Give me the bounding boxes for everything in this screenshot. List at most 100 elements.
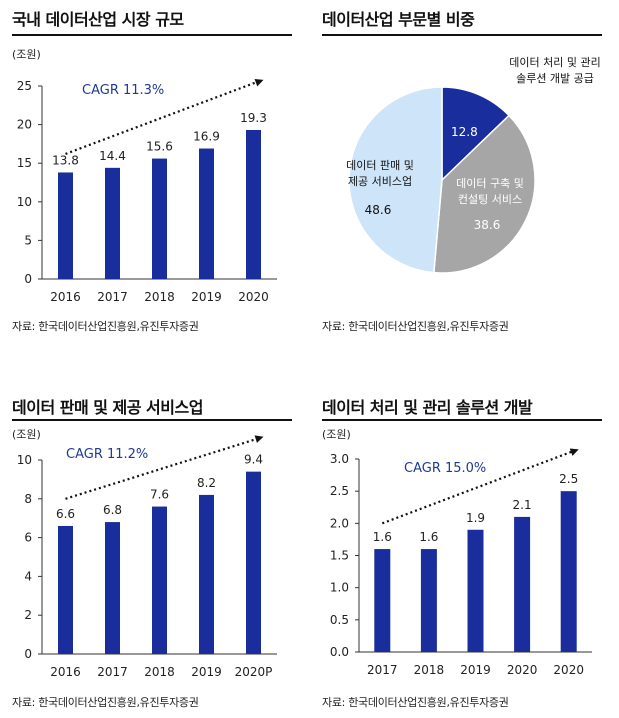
axis-unit-label: (조원) — [12, 428, 41, 441]
axis-unit-label: (조원) — [12, 48, 41, 61]
y-tick-label: 25 — [17, 79, 32, 93]
y-tick-label: 10 — [17, 195, 32, 209]
data-label: 7.6 — [150, 488, 169, 502]
x-tick-label: 2018 — [414, 663, 445, 677]
data-label: 14.4 — [99, 149, 126, 163]
bar-2020P — [246, 471, 261, 654]
x-tick-label: 2020P — [235, 665, 273, 679]
pie-slice-2 — [348, 86, 443, 274]
chart-title: 국내 데이터산업 시장 규모 — [12, 10, 184, 29]
data-label: 2.5 — [559, 472, 578, 486]
x-tick-label: 2016 — [50, 290, 81, 304]
panel-solution-dev: 데이터 처리 및 관리 솔루션 개발 (조원) 0.0 0.5 1.0 1.5 2.0 2.… — [322, 394, 612, 714]
data-label: 6.8 — [103, 503, 122, 517]
chart-title: 데이터산업 부문별 비중 — [322, 10, 475, 29]
pie-category-label: 제공 서비스업 — [348, 175, 412, 188]
title-rule — [322, 34, 602, 36]
x-tick-label: 2020 — [507, 663, 538, 677]
y-tick-label: 3.0 — [330, 452, 349, 466]
pie-value-label: 12.8 — [451, 125, 478, 139]
cagr-arrow-head — [569, 448, 579, 456]
x-tick-label: 2017 — [97, 665, 128, 679]
bar-2017 — [105, 167, 120, 279]
title-rule — [12, 34, 292, 36]
cagr-trend-line — [381, 450, 574, 525]
cagr-annotation: CAGR 11.3% — [82, 83, 164, 98]
y-tick-label: 20 — [17, 118, 32, 132]
pie-slice-1 — [433, 114, 536, 274]
data-label: 1.6 — [419, 530, 438, 544]
x-tick-label: 2017 — [97, 290, 128, 304]
x-tick-label: 2019 — [191, 290, 222, 304]
source-note: 자료: 한국데이터산업진흥원,유진투자증권 — [12, 320, 199, 333]
bar-chart-market-size: (조원) 0 5 10 15 20 25 13.8 2016 14.4 2017 15.6 2018 16… — [12, 48, 277, 304]
x-tick-label: 2019 — [191, 665, 222, 679]
pie-category-label: 데이터 처리 및 관리 — [509, 56, 600, 69]
y-tick-label: 10 — [17, 453, 32, 467]
bar-chart-solution-dev: (조원) 0.0 0.5 1.0 1.5 2.0 2.5 3.0 1.6 2017 1.6 2018 1… — [322, 428, 592, 677]
bar-2020 — [514, 516, 531, 652]
y-tick-label: 1.0 — [330, 581, 349, 595]
data-label: 8.2 — [197, 476, 216, 490]
y-tick-label: 4 — [24, 569, 32, 583]
pie-value-label: 48.6 — [365, 203, 392, 217]
cagr-trend-line — [65, 80, 258, 155]
data-label: 1.9 — [466, 511, 485, 525]
cagr-annotation: CAGR 15.0% — [404, 461, 486, 476]
y-tick-label: 2.5 — [330, 484, 349, 498]
x-tick-label: 2017 — [367, 663, 398, 677]
y-tick-label: 0 — [24, 647, 32, 661]
y-tick-label: 1.5 — [330, 549, 349, 563]
data-label: 13.8 — [52, 153, 79, 167]
x-tick-label: 2020 — [553, 663, 584, 677]
bar-2018 — [152, 506, 167, 654]
y-tick-label: 2 — [24, 608, 32, 622]
y-tick-label: 15 — [17, 156, 32, 170]
data-label: 6.6 — [56, 507, 75, 521]
y-tick-label: 0.5 — [330, 613, 349, 627]
x-tick-label: 2018 — [144, 290, 175, 304]
x-tick-label: 2018 — [144, 665, 175, 679]
x-tick-label: 2016 — [50, 665, 81, 679]
pie-category-label: 컨설팅 서비스 — [458, 193, 522, 206]
x-tick-label: 2020 — [238, 290, 269, 304]
data-label: 9.4 — [244, 453, 263, 467]
bar-2017 — [105, 522, 120, 654]
pie-category-label: 솔루션 개발 공급 — [516, 72, 594, 85]
y-tick-label: 8 — [24, 492, 32, 506]
y-tick-label: 0 — [24, 272, 32, 286]
x-tick-label: 2019 — [460, 663, 491, 677]
bar-2019 — [199, 494, 214, 654]
bar-2018 — [152, 158, 167, 279]
axis-unit-label: (조원) — [322, 428, 351, 441]
cagr-trend-line — [65, 437, 258, 500]
cagr-arrow-head — [254, 435, 264, 443]
bar-2016 — [58, 172, 73, 279]
data-label: 15.6 — [146, 140, 173, 154]
bar-2018 — [420, 549, 437, 652]
title-rule — [322, 419, 602, 421]
data-label: 19.3 — [240, 111, 267, 125]
panel-market-size: 국내 데이터산업 시장 규모 (조원) 0 5 10 15 20 25 13.8 2016 14.… — [12, 6, 297, 336]
bar-2019 — [467, 529, 484, 652]
bar-2020 — [246, 130, 261, 279]
pie-slice-0 — [441, 86, 511, 182]
pie-category-label: 데이터 구축 및 — [456, 177, 524, 190]
cagr-annotation: CAGR 11.2% — [66, 447, 148, 462]
bar-chart-data-sales: (조원) 0 2 4 6 8 10 6.6 2016 6.8 2017 7.6 2018 8.2 2019 9… — [12, 428, 277, 679]
data-label: 1.6 — [373, 530, 392, 544]
cagr-arrow-head — [254, 78, 264, 87]
panel-data-sales: 데이터 판매 및 제공 서비스업 (조원) 0 2 4 6 8 10 6.6 2016 6.8 20… — [12, 394, 297, 714]
data-label: 16.9 — [193, 130, 220, 144]
chart-title: 데이터 처리 및 관리 솔루션 개발 — [322, 398, 533, 417]
bar-2017 — [374, 549, 391, 652]
y-tick-label: 6 — [24, 531, 32, 545]
pie-category-label: 데이터 판매 및 — [346, 159, 414, 172]
bar-2020 — [560, 491, 577, 652]
y-tick-label: 0.0 — [330, 645, 349, 659]
bar-2016 — [58, 525, 73, 654]
data-label: 2.1 — [513, 498, 532, 512]
title-rule — [12, 419, 292, 421]
